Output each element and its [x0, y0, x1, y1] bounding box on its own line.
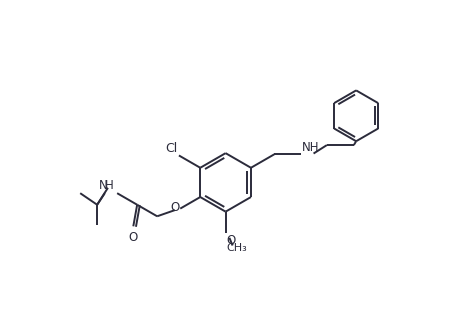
Text: O: O — [227, 234, 236, 247]
Text: Cl: Cl — [165, 142, 178, 155]
Text: N: N — [98, 178, 107, 192]
Text: CH₃: CH₃ — [227, 243, 247, 253]
Text: O: O — [128, 231, 137, 244]
Text: O: O — [170, 201, 179, 214]
Text: H: H — [106, 178, 114, 192]
Text: NH: NH — [302, 141, 319, 154]
